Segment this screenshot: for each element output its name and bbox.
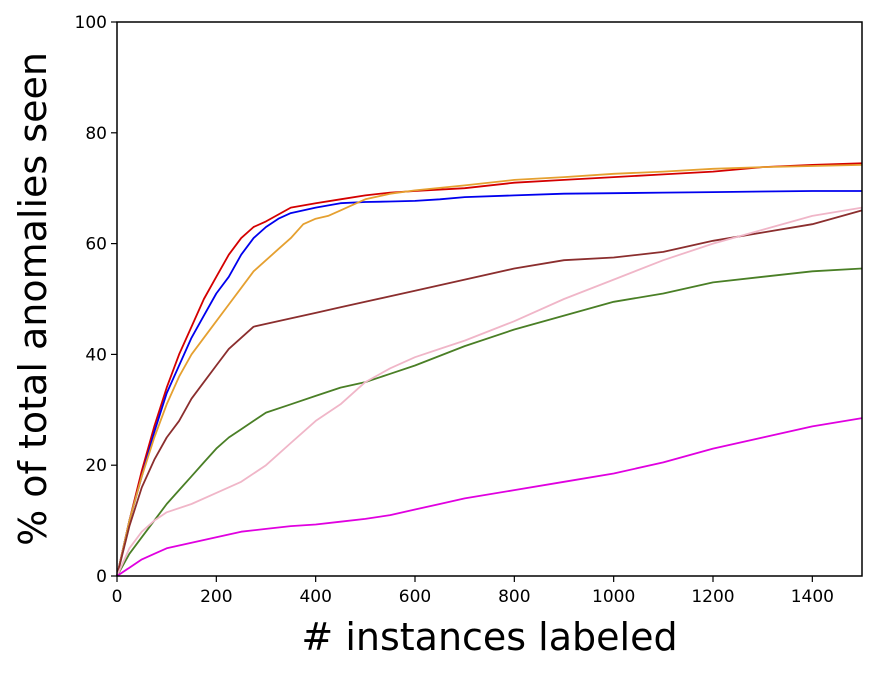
x-tick-label: 400 [299, 587, 331, 607]
x-tick-label: 600 [399, 587, 431, 607]
y-tick-label: 20 [85, 456, 107, 476]
y-tick-label: 80 [85, 124, 107, 144]
y-tick-label: 100 [75, 13, 107, 33]
x-tick-label: 800 [498, 587, 530, 607]
y-tick-label: 60 [85, 235, 107, 255]
x-tick-label: 1200 [691, 587, 734, 607]
y-tick-label: 40 [85, 345, 107, 365]
x-axis-title: # instances labeled [301, 615, 677, 659]
x-axis: 0 200 400 600 800 1000 1200 1400 [112, 576, 834, 607]
series-line-7 [116, 417, 863, 577]
series-line-6 [116, 206, 863, 577]
x-tick-label: 0 [112, 587, 123, 607]
x-tick-label: 200 [200, 587, 232, 607]
plot-frame [116, 21, 863, 577]
series-line-2 [116, 190, 862, 577]
y-tick-label: 0 [96, 567, 107, 587]
x-tick-label: 1400 [791, 587, 834, 607]
series-line-1 [116, 162, 863, 577]
y-axis: 0 20 40 60 80 100 [75, 13, 117, 587]
series-line-5 [116, 267, 863, 577]
x-tick-label: 1000 [592, 587, 635, 607]
series-line-4 [116, 209, 863, 577]
y-axis-title: % of total anomalies seen [11, 52, 55, 546]
series-layer [116, 162, 863, 577]
series-line-3 [116, 164, 863, 577]
